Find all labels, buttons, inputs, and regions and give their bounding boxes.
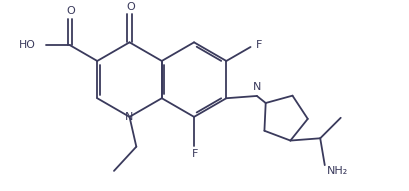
Text: O: O xyxy=(66,6,75,16)
Text: F: F xyxy=(192,149,198,159)
Text: HO: HO xyxy=(19,40,36,50)
Text: N: N xyxy=(125,112,134,122)
Text: F: F xyxy=(256,40,262,50)
Text: N: N xyxy=(253,82,261,92)
Text: O: O xyxy=(126,2,135,12)
Text: NH₂: NH₂ xyxy=(327,166,348,176)
